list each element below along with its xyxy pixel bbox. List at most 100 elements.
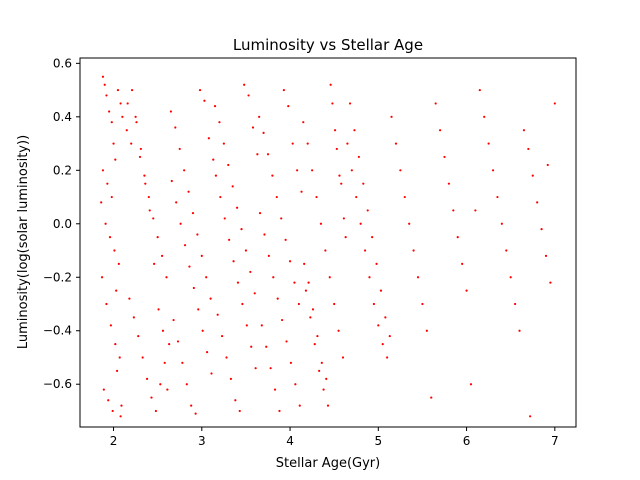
data-point	[353, 129, 356, 132]
data-point	[201, 329, 204, 332]
data-point	[293, 281, 296, 284]
data-point	[333, 129, 337, 132]
data-point	[236, 281, 240, 284]
data-point	[176, 340, 180, 343]
data-point	[372, 302, 375, 306]
data-point	[258, 211, 262, 215]
data-point	[379, 289, 383, 292]
data-point	[172, 318, 175, 322]
data-point	[228, 238, 231, 241]
data-point	[335, 147, 338, 151]
data-point	[368, 276, 371, 279]
data-point	[322, 388, 325, 391]
data-point	[496, 195, 499, 199]
data-point	[285, 340, 288, 343]
data-points	[100, 75, 556, 418]
data-point	[234, 399, 237, 402]
data-point	[100, 201, 103, 204]
data-point	[150, 396, 153, 399]
data-point	[271, 174, 274, 177]
data-point	[110, 195, 113, 199]
data-point	[338, 174, 341, 177]
y-tick-label: −0.6	[43, 377, 72, 391]
data-point	[294, 383, 297, 386]
data-point	[377, 324, 380, 327]
data-point	[438, 129, 442, 132]
plot-frame	[79, 57, 577, 428]
data-point	[318, 369, 321, 372]
data-point	[390, 115, 393, 118]
chart-title: Luminosity vs Stellar Age	[233, 36, 423, 54]
data-point	[303, 262, 306, 265]
data-point	[300, 190, 303, 193]
data-point	[194, 412, 197, 415]
data-point	[175, 201, 178, 204]
data-point	[529, 415, 532, 418]
data-point	[362, 182, 365, 185]
data-point	[107, 399, 110, 402]
data-point	[105, 94, 108, 97]
data-point	[231, 185, 234, 188]
data-point	[325, 377, 328, 380]
data-point	[337, 329, 340, 332]
data-point	[276, 297, 279, 300]
data-point	[166, 388, 169, 391]
data-point	[229, 377, 233, 380]
data-point	[153, 262, 156, 265]
data-point	[235, 206, 239, 209]
data-point	[344, 236, 347, 239]
data-point	[240, 228, 243, 231]
data-point	[118, 356, 121, 359]
data-point	[135, 121, 138, 124]
data-point	[212, 158, 215, 161]
data-point	[509, 276, 512, 279]
data-point	[102, 388, 105, 391]
y-tick-label: −0.2	[43, 270, 72, 284]
data-point	[267, 254, 270, 257]
data-point	[366, 209, 369, 212]
data-point	[128, 297, 131, 300]
x-axis-ticks: 2 3 4 5 6 7	[110, 427, 559, 448]
data-point	[288, 260, 292, 263]
data-point	[160, 254, 164, 257]
data-point	[269, 367, 272, 370]
data-point	[346, 142, 349, 145]
data-point	[452, 209, 455, 212]
data-point	[143, 174, 146, 177]
data-point	[350, 169, 353, 172]
data-point	[185, 383, 188, 386]
data-point	[148, 209, 151, 212]
data-point	[357, 155, 360, 159]
data-point	[553, 102, 556, 105]
data-point	[205, 276, 208, 279]
data-point	[254, 367, 257, 370]
data-point	[320, 361, 323, 364]
data-point	[250, 345, 253, 348]
data-point	[544, 254, 548, 257]
data-point	[340, 182, 343, 185]
data-point	[115, 369, 119, 372]
data-point	[456, 236, 459, 239]
data-point	[152, 217, 155, 220]
data-point	[386, 356, 389, 359]
data-point	[216, 313, 219, 316]
data-point	[278, 409, 281, 413]
data-point	[491, 169, 495, 172]
data-point	[109, 324, 112, 327]
data-point	[505, 249, 508, 252]
data-point	[181, 361, 184, 364]
data-point	[527, 147, 530, 151]
data-point	[309, 316, 312, 319]
data-point	[275, 195, 278, 199]
data-point	[165, 276, 168, 279]
data-point	[399, 169, 402, 172]
y-tick-label: 0.0	[53, 217, 72, 231]
data-point	[359, 222, 362, 225]
data-point	[296, 169, 299, 172]
data-point	[225, 356, 228, 359]
x-tick-label: 2	[110, 434, 118, 448]
data-point	[258, 115, 261, 118]
data-point	[198, 88, 202, 92]
data-point	[141, 356, 144, 359]
